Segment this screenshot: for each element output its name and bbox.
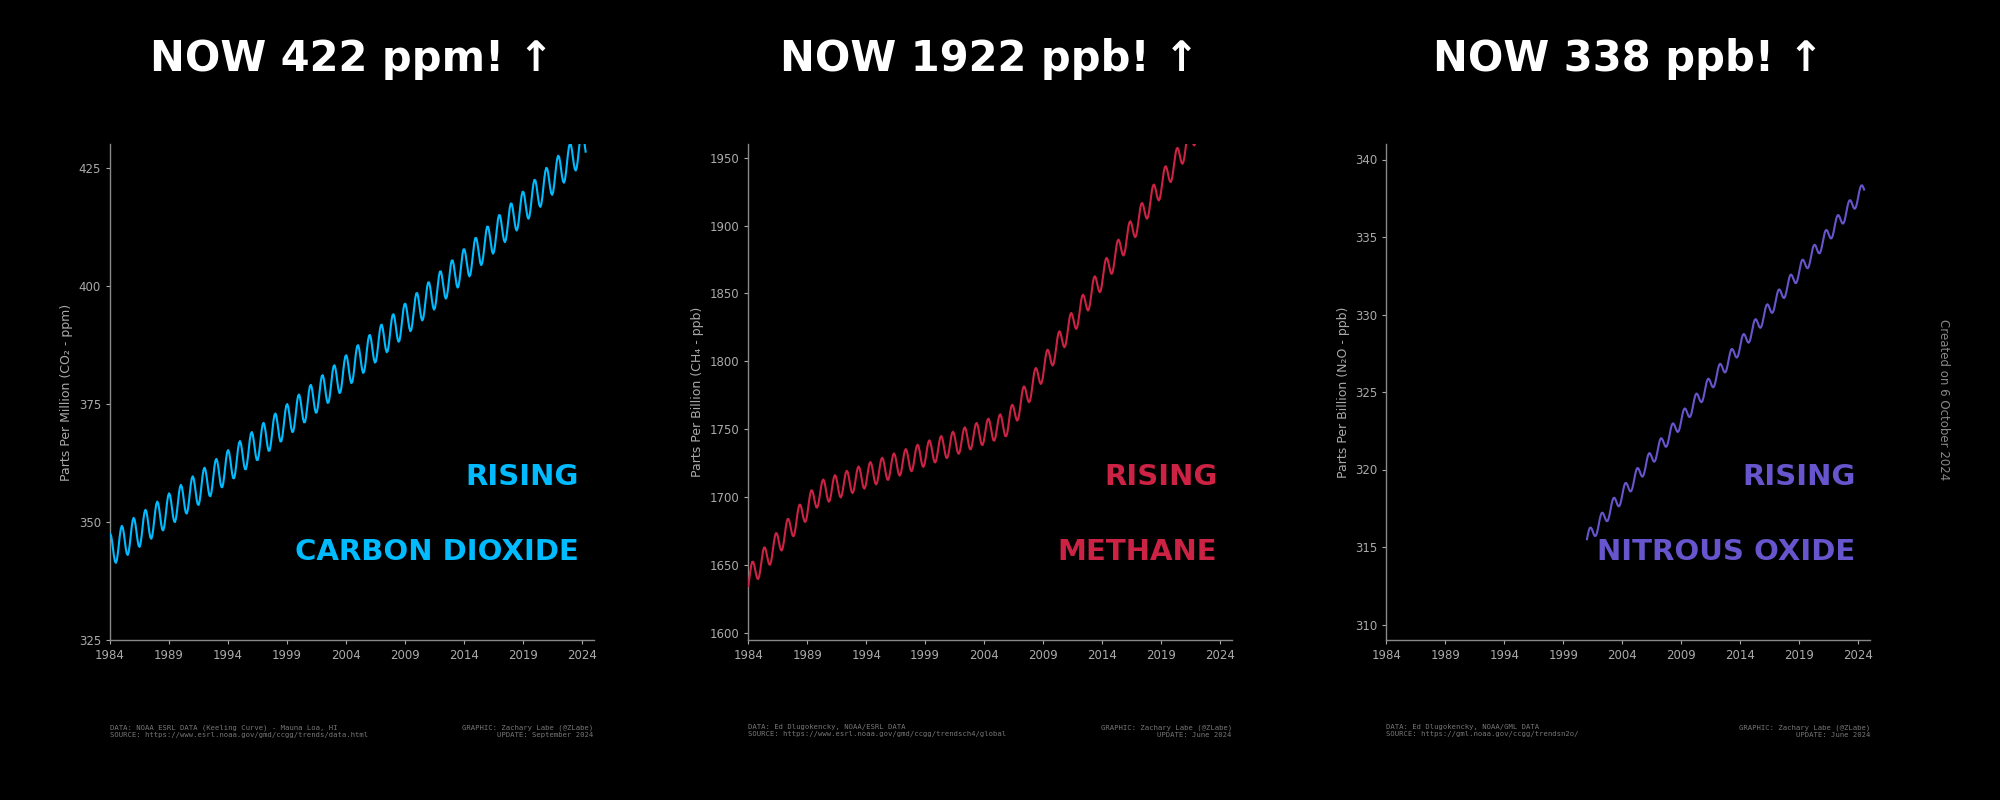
Y-axis label: Parts Per Billion (CH₄ - ppb): Parts Per Billion (CH₄ - ppb) bbox=[690, 307, 704, 477]
Text: NOW 338 ppb! ↑: NOW 338 ppb! ↑ bbox=[1434, 38, 1824, 80]
Text: NITROUS OXIDE: NITROUS OXIDE bbox=[1598, 538, 1856, 566]
Text: RISING: RISING bbox=[1742, 463, 1856, 491]
Text: RISING: RISING bbox=[466, 463, 580, 491]
Y-axis label: Parts Per Million (CO₂ - ppm): Parts Per Million (CO₂ - ppm) bbox=[60, 303, 74, 481]
Text: GRAPHIC: Zachary Labe (@ZLabe)
UPDATE: September 2024: GRAPHIC: Zachary Labe (@ZLabe) UPDATE: S… bbox=[462, 724, 594, 738]
Text: DATA: NOAA ESRL DATA (Keeling Curve) - Mauna Loa, HI
SOURCE: https://www.esrl.no: DATA: NOAA ESRL DATA (Keeling Curve) - M… bbox=[110, 724, 368, 738]
Text: DATA: Ed Dlugokencky, NOAA/GML DATA
SOURCE: https://gml.noaa.gov/ccgg/trendsn2o/: DATA: Ed Dlugokencky, NOAA/GML DATA SOUR… bbox=[1386, 724, 1578, 738]
Text: METHANE: METHANE bbox=[1058, 538, 1218, 566]
Text: CARBON DIOXIDE: CARBON DIOXIDE bbox=[296, 538, 580, 566]
Y-axis label: Parts Per Billion (N₂O - ppb): Parts Per Billion (N₂O - ppb) bbox=[1336, 306, 1350, 478]
Text: NOW 422 ppm! ↑: NOW 422 ppm! ↑ bbox=[150, 38, 554, 80]
Text: DATA: Ed Dlugokencky, NOAA/ESRL DATA
SOURCE: https://www.esrl.noaa.gov/gmd/ccgg/: DATA: Ed Dlugokencky, NOAA/ESRL DATA SOU… bbox=[748, 724, 1006, 738]
Text: Created on 6 October 2024: Created on 6 October 2024 bbox=[1938, 319, 1950, 481]
Text: RISING: RISING bbox=[1104, 463, 1218, 491]
Text: NOW 1922 ppb! ↑: NOW 1922 ppb! ↑ bbox=[780, 38, 1200, 80]
Text: GRAPHIC: Zachary Labe (@ZLabe)
UPDATE: June 2024: GRAPHIC: Zachary Labe (@ZLabe) UPDATE: J… bbox=[1100, 724, 1232, 738]
Text: GRAPHIC: Zachary Labe (@ZLabe)
UPDATE: June 2024: GRAPHIC: Zachary Labe (@ZLabe) UPDATE: J… bbox=[1738, 724, 1870, 738]
